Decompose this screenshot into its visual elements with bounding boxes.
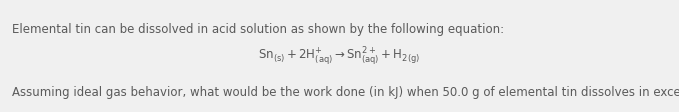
Text: Elemental tin can be dissolved in acid solution as shown by the following equati: Elemental tin can be dissolved in acid s… [12,22,504,35]
Text: $\mathrm{Sn_{(s)} + 2H^{+}_{(aq)} \rightarrow Sn^{2+}_{(aq)} + H_{2(g)}}$: $\mathrm{Sn_{(s)} + 2H^{+}_{(aq)} \right… [259,45,420,67]
Text: Assuming ideal gas behavior, what would be the work done (in kJ) when 50.0 g of : Assuming ideal gas behavior, what would … [12,86,679,99]
